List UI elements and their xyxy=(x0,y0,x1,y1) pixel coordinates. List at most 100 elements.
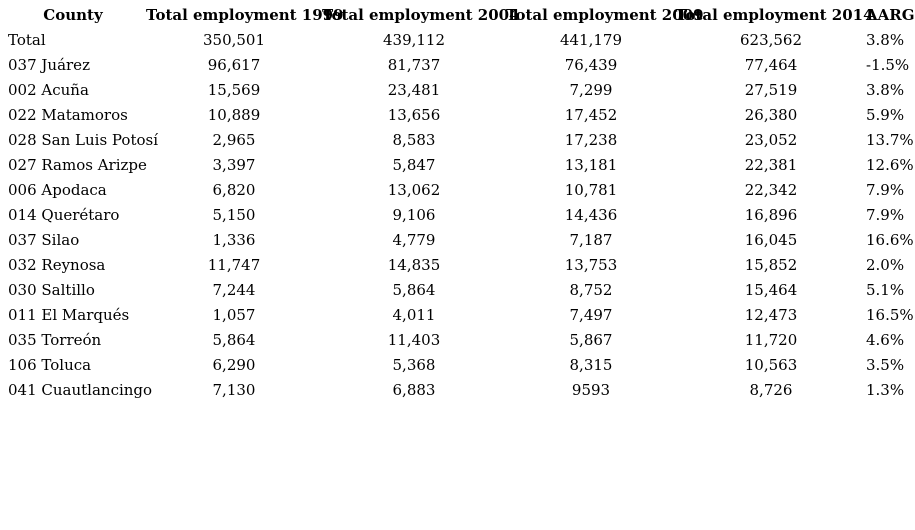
cell-employment-2004: 23,481 xyxy=(387,81,441,99)
column-header-total-employment-2004: Total employment 2004 xyxy=(322,6,520,24)
cell-employment-2009: 13,753 xyxy=(564,256,618,274)
cell-employment-1999: 3,397 xyxy=(212,156,256,174)
cell-employment-2014: 11,720 xyxy=(744,331,798,349)
cell-county: 028 San Luis Potosí xyxy=(8,131,158,149)
table-row: 032 Reynosa 11,747 14,835 13,753 15,852 2.0% xyxy=(0,253,915,278)
cell-county: 002 Acuña xyxy=(8,81,89,99)
cell-employment-2004: 81,737 xyxy=(387,56,441,74)
cell-county: 037 Juárez xyxy=(8,56,90,74)
cell-employment-1999: 6,820 xyxy=(212,181,256,199)
employment-table-page: County Total employment 1999 Total emplo… xyxy=(0,3,915,530)
employment-table: County Total employment 1999 Total emplo… xyxy=(0,3,915,403)
column-header-aarg: AARG xyxy=(866,6,915,24)
table-row: 037 Silao 1,336 4,779 7,187 16,045 16.6% xyxy=(0,228,915,253)
cell-county: 027 Ramos Arizpe xyxy=(8,156,147,174)
cell-employment-1999: 6,290 xyxy=(212,356,256,374)
cell-aarg: 7.9% xyxy=(866,181,905,199)
cell-employment-1999: 2,965 xyxy=(212,131,256,149)
cell-aarg: 5.1% xyxy=(866,281,905,299)
table-header: County Total employment 1999 Total emplo… xyxy=(0,3,915,28)
cell-employment-2004: 439,112 xyxy=(382,31,446,49)
cell-county: Total xyxy=(8,31,46,49)
cell-employment-1999: 7,130 xyxy=(212,381,256,399)
cell-employment-2009: 13,181 xyxy=(564,156,618,174)
cell-employment-2004: 8,583 xyxy=(392,131,436,149)
cell-county: 032 Reynosa xyxy=(8,256,106,274)
cell-employment-1999: 5,864 xyxy=(212,331,256,349)
cell-aarg: 12.6% xyxy=(866,156,914,174)
column-header-total-employment-2009: Total employment 2009 xyxy=(506,6,704,24)
header-row: County Total employment 1999 Total emplo… xyxy=(0,3,915,28)
cell-county: 022 Matamoros xyxy=(8,106,128,124)
cell-employment-2004: 5,864 xyxy=(392,281,436,299)
cell-county: 011 El Marqués xyxy=(8,306,130,324)
cell-employment-2009: 14,436 xyxy=(564,206,618,224)
table-row: 041 Cuautlancingo 7,130 6,883 9593 8,726 1.3% xyxy=(0,378,915,403)
cell-aarg: 7.9% xyxy=(866,206,905,224)
cell-employment-2014: 8,726 xyxy=(749,381,793,399)
cell-aarg: 1.3% xyxy=(866,381,905,399)
cell-employment-2009: 7,497 xyxy=(569,306,613,324)
cell-employment-2009: 8,315 xyxy=(569,356,613,374)
cell-employment-2014: 10,563 xyxy=(744,356,798,374)
cell-employment-2004: 13,656 xyxy=(387,106,441,124)
cell-employment-2004: 14,835 xyxy=(387,256,441,274)
table-row: 006 Apodaca 6,820 13,062 10,781 22,342 7.9% xyxy=(0,178,915,203)
cell-employment-1999: 7,244 xyxy=(212,281,256,299)
cell-county: 030 Saltillo xyxy=(8,281,95,299)
cell-employment-2004: 13,062 xyxy=(387,181,441,199)
cell-employment-2014: 15,464 xyxy=(744,281,798,299)
cell-employment-2004: 9,106 xyxy=(392,206,436,224)
column-header-total-employment-1999: Total employment 1999 xyxy=(146,6,344,24)
cell-employment-2009: 8,752 xyxy=(569,281,613,299)
table-row: Total 350,501 439,112 441,179 623,562 3.8% xyxy=(0,28,915,53)
cell-aarg: 4.6% xyxy=(866,331,905,349)
table-row: 014 Querétaro 5,150 9,106 14,436 16,896 7.9% xyxy=(0,203,915,228)
cell-employment-2009: 10,781 xyxy=(564,181,618,199)
table-row: 002 Acuña 15,569 23,481 7,299 27,519 3.8% xyxy=(0,78,915,103)
cell-county: 006 Apodaca xyxy=(8,181,107,199)
cell-employment-2004: 6,883 xyxy=(392,381,436,399)
cell-aarg: 3.8% xyxy=(866,81,905,99)
table-row: 027 Ramos Arizpe 3,397 5,847 13,181 22,381 12… xyxy=(0,153,915,178)
cell-employment-1999: 96,617 xyxy=(207,56,261,74)
cell-employment-1999: 10,889 xyxy=(207,106,261,124)
column-header-total-employment-2014: Total employment 2014 xyxy=(676,6,874,24)
table-row: 011 El Marqués 1,057 4,011 7,497 12,473 16.5% xyxy=(0,303,915,328)
cell-employment-2009: 9593 xyxy=(571,381,611,399)
cell-aarg: 2.0% xyxy=(866,256,905,274)
cell-county: 014 Querétaro xyxy=(8,206,120,224)
cell-employment-2014: 27,519 xyxy=(744,81,798,99)
cell-employment-2009: 7,299 xyxy=(569,81,613,99)
cell-employment-2014: 15,852 xyxy=(744,256,798,274)
cell-employment-1999: 15,569 xyxy=(207,81,261,99)
cell-aarg: 3.5% xyxy=(866,356,905,374)
cell-county: 041 Cuautlancingo xyxy=(8,381,153,399)
cell-employment-2014: 22,342 xyxy=(744,181,798,199)
table-body: Total 350,501 439,112 441,179 623,562 3.8% 037… xyxy=(0,28,915,403)
column-header-county: County xyxy=(43,6,103,24)
cell-employment-2014: 16,896 xyxy=(744,206,798,224)
cell-employment-2004: 4,779 xyxy=(392,231,436,249)
cell-county: 035 Torreón xyxy=(8,331,102,349)
cell-aarg: 16.6% xyxy=(866,231,914,249)
cell-employment-1999: 11,747 xyxy=(207,256,261,274)
cell-employment-2014: 623,562 xyxy=(739,31,803,49)
table-row: 022 Matamoros 10,889 13,656 17,452 26,380 5.9… xyxy=(0,103,915,128)
cell-employment-2014: 23,052 xyxy=(744,131,798,149)
cell-employment-2004: 4,011 xyxy=(392,306,436,324)
table-row: 030 Saltillo 7,244 5,864 8,752 15,464 5.1% xyxy=(0,278,915,303)
cell-county: 037 Silao xyxy=(8,231,80,249)
table-row: 028 San Luis Potosí 2,965 8,583 17,238 23,05… xyxy=(0,128,915,153)
cell-employment-2004: 11,403 xyxy=(387,331,441,349)
cell-employment-2009: 7,187 xyxy=(569,231,613,249)
cell-aarg: -1.5% xyxy=(866,56,910,74)
cell-employment-1999: 350,501 xyxy=(202,31,266,49)
table-row: 106 Toluca 6,290 5,368 8,315 10,563 3.5% xyxy=(0,353,915,378)
cell-employment-2009: 5,867 xyxy=(569,331,613,349)
cell-employment-2004: 5,368 xyxy=(392,356,436,374)
cell-employment-1999: 1,057 xyxy=(212,306,256,324)
cell-employment-2009: 76,439 xyxy=(564,56,618,74)
cell-aarg: 5.9% xyxy=(866,106,905,124)
cell-employment-2009: 17,452 xyxy=(564,106,618,124)
